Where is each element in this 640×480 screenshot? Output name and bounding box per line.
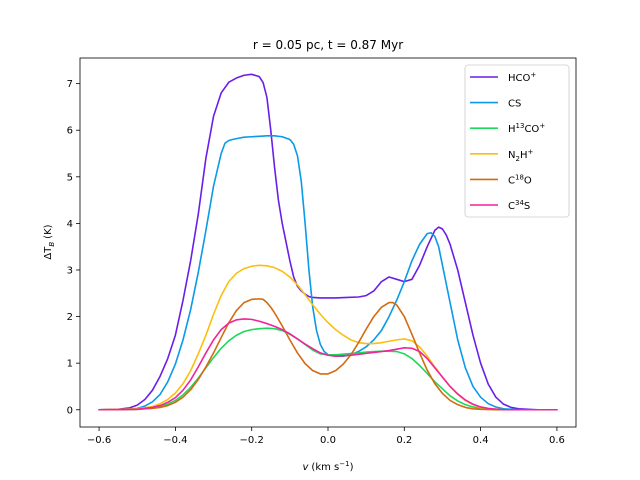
y-axis-label: ΔTB (K) [43, 224, 56, 259]
y-axis-label-unit: (K) [43, 224, 54, 238]
y-axis-label-symbol: ΔT [43, 246, 54, 260]
legend-label-after: O [524, 175, 532, 186]
legend-label-tail: H [520, 150, 528, 161]
legend-label-superscript: + [530, 71, 536, 79]
x-tick-label: 0.6 [549, 435, 565, 446]
legend-label: HCO+ [508, 71, 536, 84]
y-tick-label: 1 [67, 359, 73, 370]
y-tick-label: 4 [67, 219, 73, 230]
x-tick-label: 0.4 [473, 435, 489, 446]
legend-label-base: C [508, 175, 515, 186]
y-tick-label: 5 [67, 172, 73, 183]
series-line-1 [98, 135, 558, 411]
legend-label: C34S [508, 199, 530, 212]
series-line-5 [98, 318, 558, 411]
legend-label-superscript: 18 [515, 173, 524, 181]
y-axis-label-subscript: B [48, 242, 56, 247]
x-tick-label: 0.2 [396, 435, 412, 446]
x-axis-label: v (km s−1) [303, 460, 354, 473]
x-tick-label: −0.2 [240, 435, 264, 446]
y-tick-label: 0 [67, 405, 73, 416]
x-axis-label-unit-exponent: −1 [339, 460, 349, 468]
y-tick-label: 6 [67, 126, 73, 137]
x-tick-label: −0.4 [163, 435, 187, 446]
legend-label-base: C [508, 201, 515, 212]
plot-lines [98, 73, 558, 411]
x-axis-label-symbol: v [303, 462, 310, 473]
legend-label: CS [508, 99, 521, 110]
x-tick-label: −0.6 [87, 435, 111, 446]
legend-label-base: H [508, 124, 516, 135]
series-line-4 [98, 298, 558, 411]
y-tick-label: 7 [67, 79, 73, 90]
legend-label-base: CS [508, 99, 521, 110]
x-axis-ticks: −0.6 −0.4 −0.2 0.0 0.2 0.4 0.6 [87, 427, 565, 446]
legend-label: N2H+ [508, 148, 533, 163]
legend-label-superscript: 34 [515, 199, 524, 207]
chart-title: r = 0.05 pc, t = 0.87 Myr [253, 38, 403, 52]
y-axis-ticks: 0 1 2 3 4 5 6 7 [67, 79, 80, 416]
legend-label-after: S [524, 201, 530, 212]
legend-label-after: CO [524, 124, 539, 135]
series-line-0 [98, 73, 558, 411]
legend-label-charge: + [539, 122, 545, 130]
legend-label-subscript: 2 [515, 155, 519, 163]
legend-label-superscript: 13 [516, 122, 525, 130]
series-line-2 [98, 327, 558, 411]
legend-label-base: N [508, 150, 515, 161]
legend-label: H13CO+ [508, 122, 545, 135]
y-tick-label: 3 [67, 265, 73, 276]
x-axis-label-close: ) [350, 462, 354, 473]
legend-label-charge: + [527, 148, 533, 156]
x-tick-label: 0.0 [320, 435, 336, 446]
legend-label-base: HCO [508, 73, 531, 84]
x-axis-label-unit: (km s [311, 462, 339, 473]
legend-label: C18O [508, 173, 532, 186]
y-tick-label: 2 [67, 312, 73, 323]
legend-frame [464, 64, 570, 218]
